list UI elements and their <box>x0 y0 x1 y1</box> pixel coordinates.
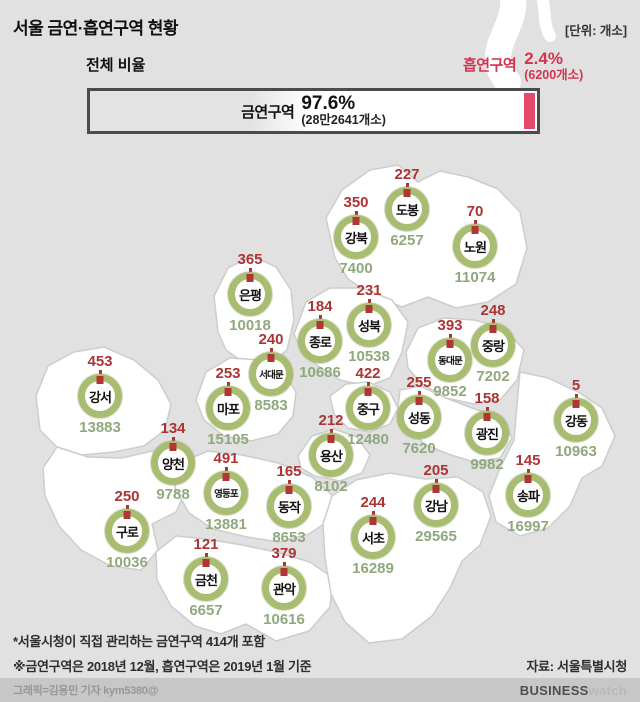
map-region-gwanak-geumcheon <box>155 535 334 642</box>
footnote-1: *서울시청이 직접 관리하는 금연구역 414개 포함 <box>13 634 265 649</box>
smoking-zone-count: (6200개소) <box>524 67 584 82</box>
unit-note: [단위: 개소] <box>565 24 627 38</box>
smoke-swirl-icon <box>484 0 527 95</box>
footnote-2: ※금연구역은 2018년 12월, 흡연구역은 2019년 1월 기준 <box>13 659 312 674</box>
map-region-seodaemun-mapo <box>195 357 297 442</box>
no-smoking-zone-count: (28만2641개소) <box>301 113 386 128</box>
overall-ratio-bar: 금연구역 97.6% (28만2641개소) <box>87 88 540 134</box>
brand-bold: BUSINESS <box>519 682 589 698</box>
smoking-zone-callout: 흡연구역 2.4% (6200개소) <box>463 49 584 82</box>
map-region-gangseo <box>35 346 172 456</box>
smoke-swirl-small-icon <box>536 0 556 42</box>
smoking-zone-percent: 2.4% <box>524 49 563 68</box>
map-region-junggu <box>329 381 399 433</box>
data-source: 자료: 서울특별시청 <box>526 659 627 674</box>
map-region-jongno-seongbuk <box>293 287 409 387</box>
overall-ratio-label: 전체 비율 <box>86 57 146 74</box>
map-region-gangdong-songpa <box>488 371 616 537</box>
brand-light: watch <box>588 682 627 698</box>
credit-band: 그래픽=김용민 기자 kym5380@ BUSINESSwatch <box>0 678 640 702</box>
smoking-zone-label: 흡연구역 <box>463 57 517 74</box>
no-smoking-zone-label: 금연구역 <box>241 103 295 121</box>
map-region-seocho-gangnam <box>322 472 492 644</box>
map-region-north <box>325 164 528 309</box>
graphic-credit: 그래픽=김용민 기자 kym5380@ <box>13 685 159 697</box>
page-title: 서울 금연·흡연구역 현황 <box>13 19 179 38</box>
smoking-zone-bar-segment <box>524 93 535 129</box>
businesswatch-logo: BUSINESSwatch <box>520 683 627 698</box>
no-smoking-zone-percent: 97.6% <box>301 93 356 115</box>
map-region-yongsan <box>297 428 371 482</box>
map-region-eunpyeong <box>213 255 295 367</box>
